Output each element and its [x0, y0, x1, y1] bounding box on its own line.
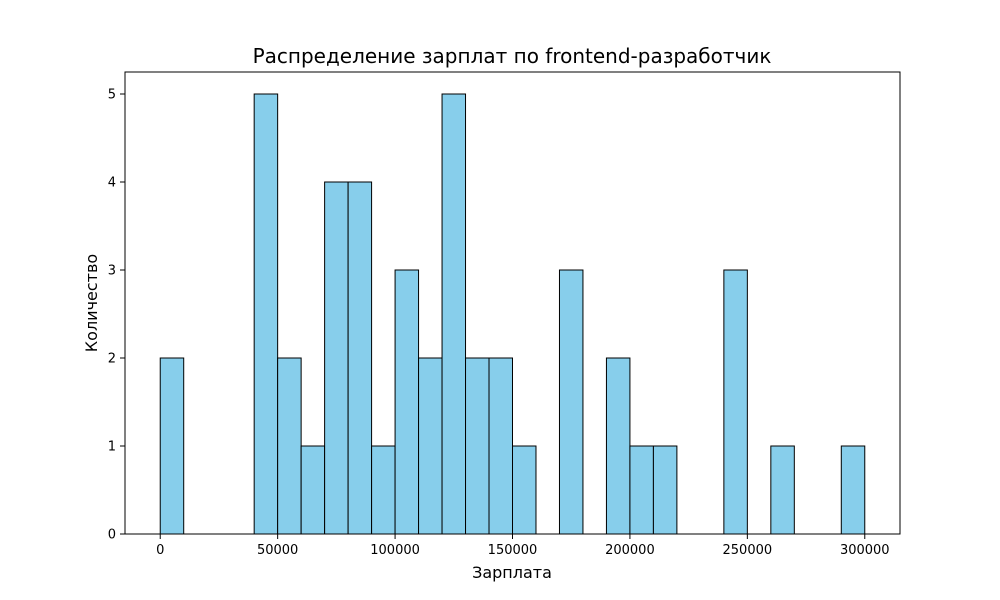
x-axis-ticks: 0 50000 100000 150000 200000 250000 300000	[156, 534, 890, 558]
histogram-bar	[394, 269, 420, 535]
histogram-bar	[465, 357, 490, 535]
y-tick-label: 2	[108, 352, 116, 367]
histogram-bar	[418, 357, 443, 535]
histogram-bar	[253, 93, 279, 535]
histogram-bar	[324, 181, 349, 535]
y-tick-label: 3	[108, 264, 116, 279]
histogram-bar	[840, 445, 866, 535]
y-tick-label: 4	[108, 176, 116, 191]
y-tick-label: 5	[108, 88, 116, 103]
histogram-bar	[488, 357, 513, 535]
chart-title: Распределение зарплат по frontend-разраб…	[253, 44, 772, 68]
histogram-bar	[605, 357, 631, 535]
histogram-bar	[300, 445, 326, 535]
y-axis-ticks: 0 1 2 3 4 5	[108, 88, 125, 543]
histogram-bar	[371, 445, 396, 535]
x-tick-label: 250000	[723, 543, 773, 558]
histogram-bar	[558, 269, 584, 535]
x-tick-label: 50000	[257, 543, 298, 558]
histogram-bar	[629, 445, 654, 535]
y-axis-title: Количество	[82, 254, 101, 352]
plot-area-frame	[124, 71, 901, 535]
y-tick-label: 0	[108, 528, 116, 543]
histogram-bar	[159, 357, 185, 535]
x-tick-label: 0	[156, 543, 164, 558]
histogram-bar	[512, 445, 537, 535]
histogram-bar	[277, 357, 302, 535]
histogram-bar	[723, 269, 748, 535]
histogram-bar	[347, 181, 373, 535]
histogram-bar	[652, 445, 678, 535]
y-tick-label: 1	[108, 440, 116, 455]
histogram-bar	[441, 93, 467, 535]
x-tick-label: 100000	[370, 543, 420, 558]
bars-layer	[159, 93, 866, 535]
x-tick-label: 200000	[605, 543, 655, 558]
histogram-bar	[770, 445, 795, 535]
x-tick-label: 150000	[488, 543, 538, 558]
x-tick-label: 300000	[840, 543, 890, 558]
x-axis-title: Зарплата	[472, 563, 552, 582]
